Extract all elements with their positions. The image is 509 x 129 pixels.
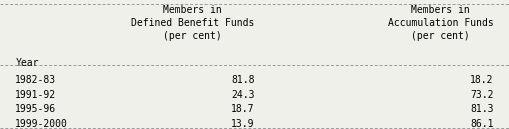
Text: 18.7: 18.7 bbox=[231, 104, 254, 115]
Text: Year: Year bbox=[15, 58, 39, 68]
Text: 13.9: 13.9 bbox=[231, 119, 254, 129]
Text: Members in
Defined Benefit Funds
(per cent): Members in Defined Benefit Funds (per ce… bbox=[131, 5, 254, 41]
Text: 1999-2000: 1999-2000 bbox=[15, 119, 68, 129]
Text: 86.1: 86.1 bbox=[470, 119, 494, 129]
Text: 18.2: 18.2 bbox=[470, 75, 494, 85]
Text: 1995-96: 1995-96 bbox=[15, 104, 56, 115]
Text: 73.2: 73.2 bbox=[470, 90, 494, 100]
Text: 1991-92: 1991-92 bbox=[15, 90, 56, 100]
Text: 81.8: 81.8 bbox=[231, 75, 254, 85]
Text: 81.3: 81.3 bbox=[470, 104, 494, 115]
Text: 1982-83: 1982-83 bbox=[15, 75, 56, 85]
Text: Members in
Accumulation Funds
(per cent): Members in Accumulation Funds (per cent) bbox=[388, 5, 494, 41]
Text: 24.3: 24.3 bbox=[231, 90, 254, 100]
